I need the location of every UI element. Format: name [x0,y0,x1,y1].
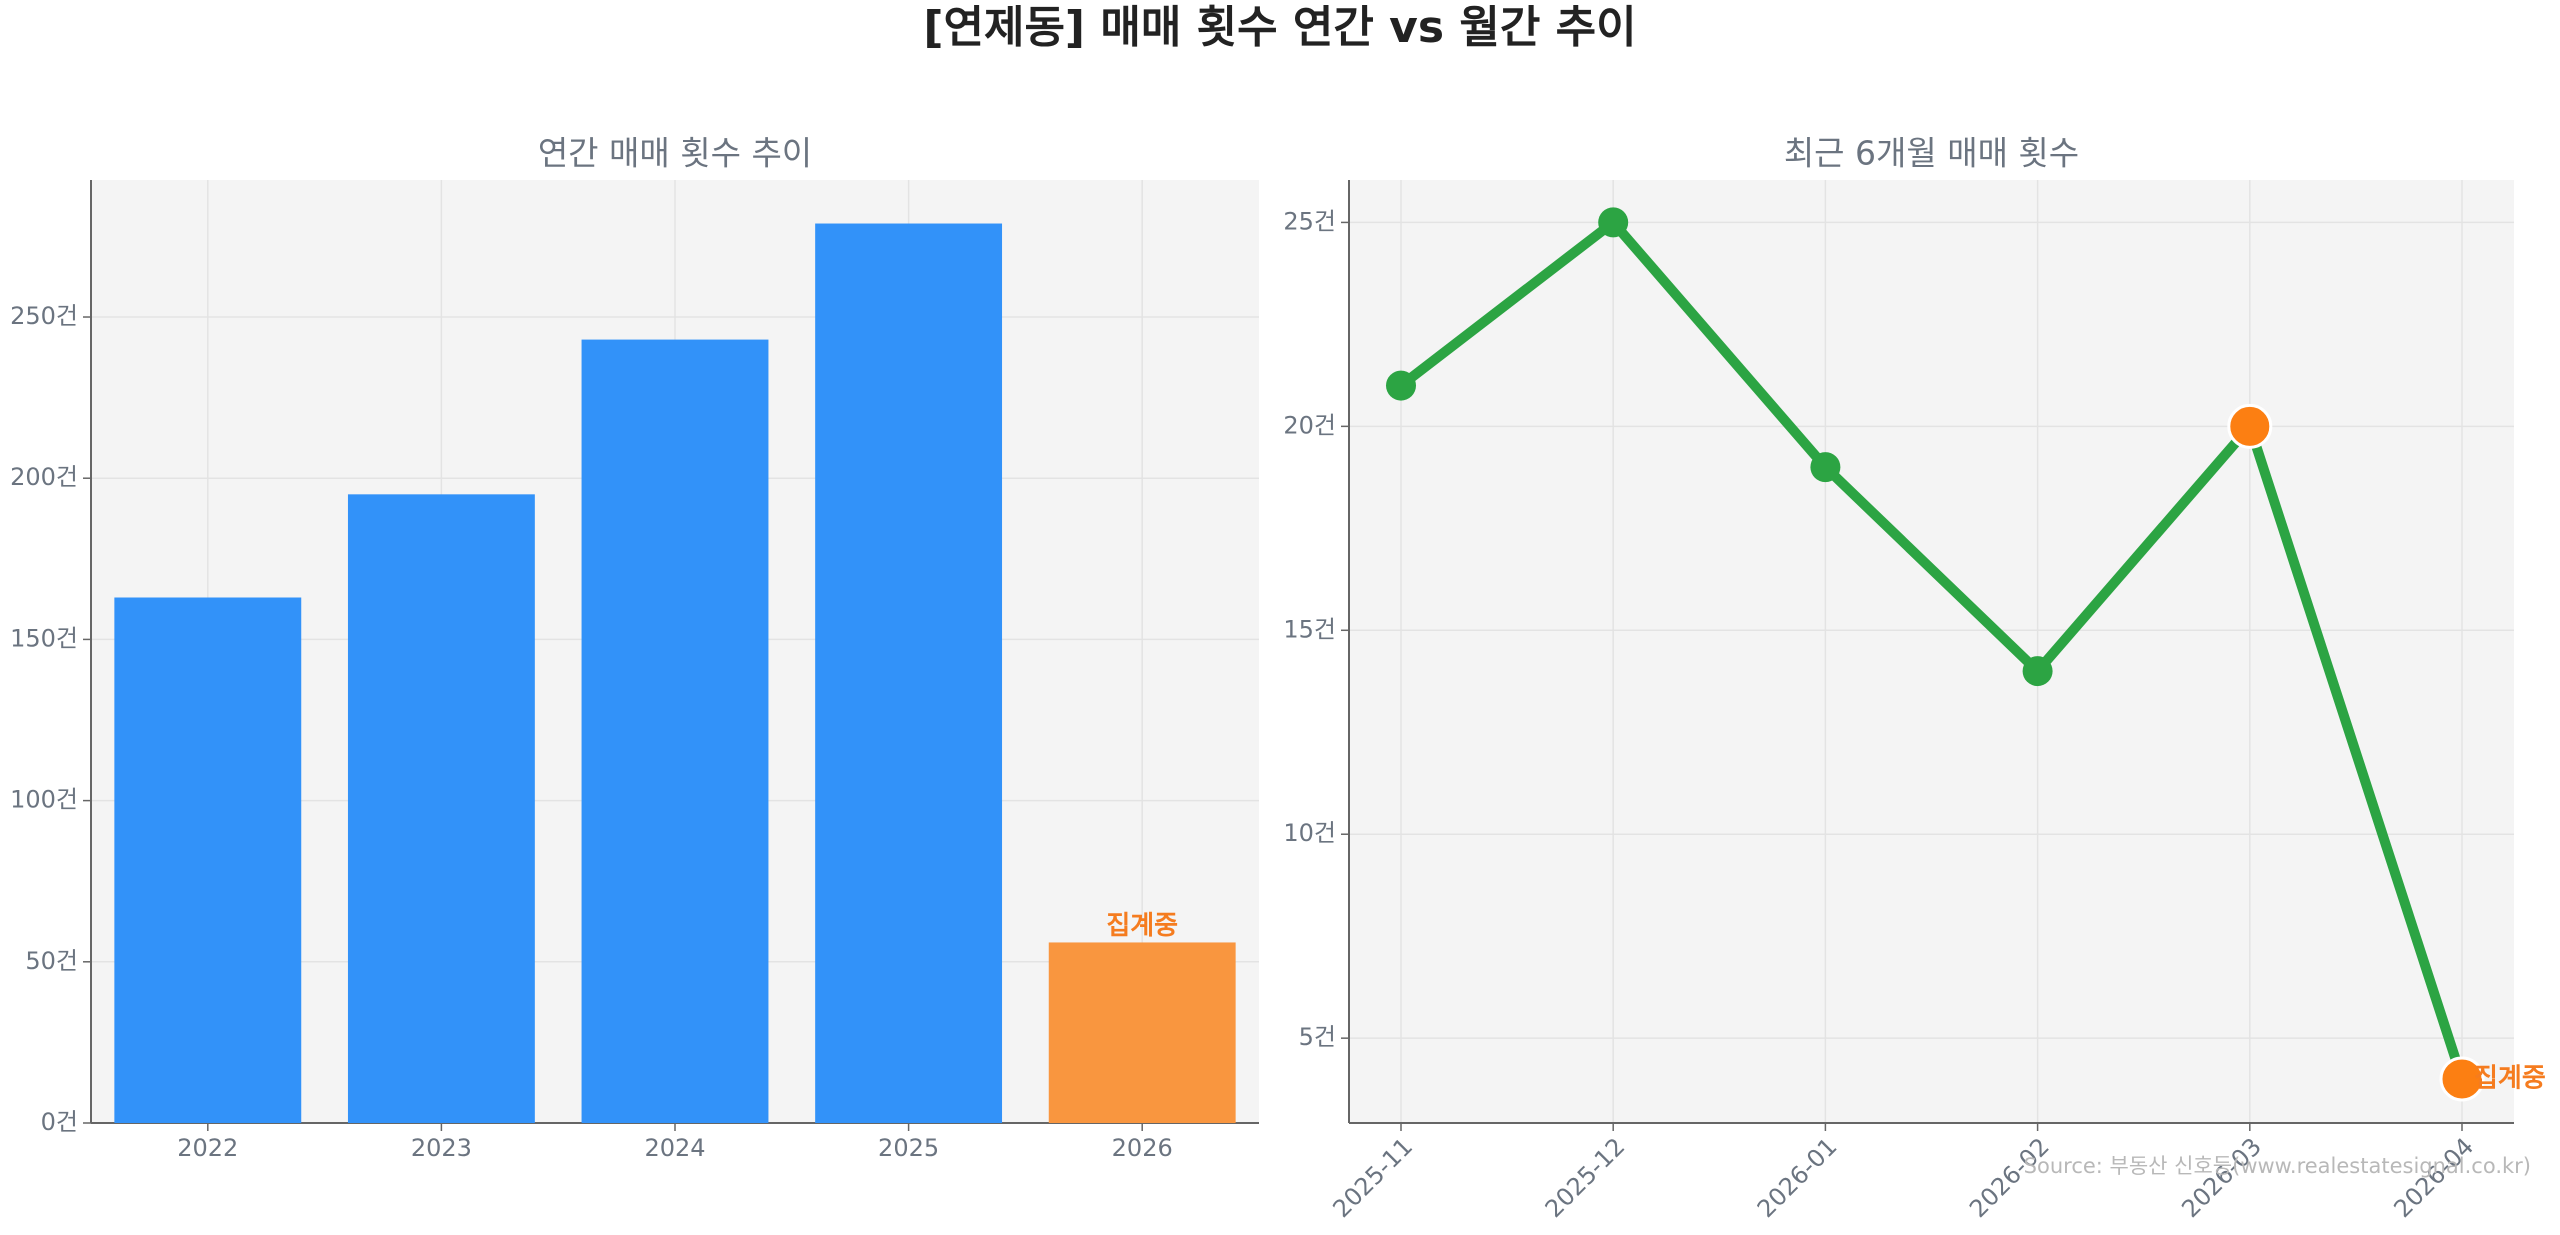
subplot-title: 연간 매매 횟수 추이 [538,134,812,173]
y-tick-label: 5건 [1299,1023,1336,1051]
bar [815,223,1003,1123]
y-tick-label: 15건 [1283,615,1336,643]
marker [2439,1056,2485,1102]
x-tick-label: 2026-01 [1752,1132,1843,1223]
source-note: Source: 부동산 신호등(www.realestatesignal.co.… [2024,1154,2531,1178]
y-tick-label: 100건 [10,786,78,814]
x-tick-label: 2023 [411,1134,472,1162]
y-tick-label: 20건 [1283,411,1336,439]
x-tick-label: 2025-11 [1327,1132,1418,1223]
x-tick-label: 2025 [878,1134,939,1162]
bar [1048,942,1236,1123]
y-tick-label: 200건 [10,463,78,491]
y-tick-label: 150건 [10,624,78,652]
marker [2227,403,2273,449]
marker [1598,207,1629,238]
y-tick-label: 250건 [10,302,78,330]
line [1397,217,2467,1081]
subplot: 최근 6개월 매매 횟수 5건 10건 15건 20건 25건 2025-11 2025-12… [1283,134,2545,1224]
bar [347,494,535,1123]
x-tick-label: 2024 [644,1134,705,1162]
subplot: 연간 매매 횟수 추이 0건 50건 100건 150건 200건 250건 2022 2023… [10,134,1259,1162]
marker [1810,452,1841,483]
y-tick-label: 0건 [41,1108,78,1136]
plot-background [1349,180,2514,1123]
x-tick-label: 2025-12 [1540,1132,1631,1223]
y-tick-label: 10건 [1283,819,1336,847]
annotation: 집계중 [2474,1063,2546,1093]
figure-title: [연제동] 매매 횟수 연간 vs 월간 추이 [923,2,1636,53]
bar [114,597,302,1123]
subplot-title: 최근 6개월 매매 횟수 [1784,134,2079,173]
annotation: 집계중 [1106,911,1178,941]
bar [581,339,769,1124]
y-tick-label: 50건 [25,947,78,975]
marker [1386,370,1416,401]
y-tick-label: 25건 [1283,207,1336,235]
x-tick-label: 2026 [1112,1134,1173,1162]
marker [2022,656,2053,687]
x-tick-label: 2022 [177,1134,238,1162]
